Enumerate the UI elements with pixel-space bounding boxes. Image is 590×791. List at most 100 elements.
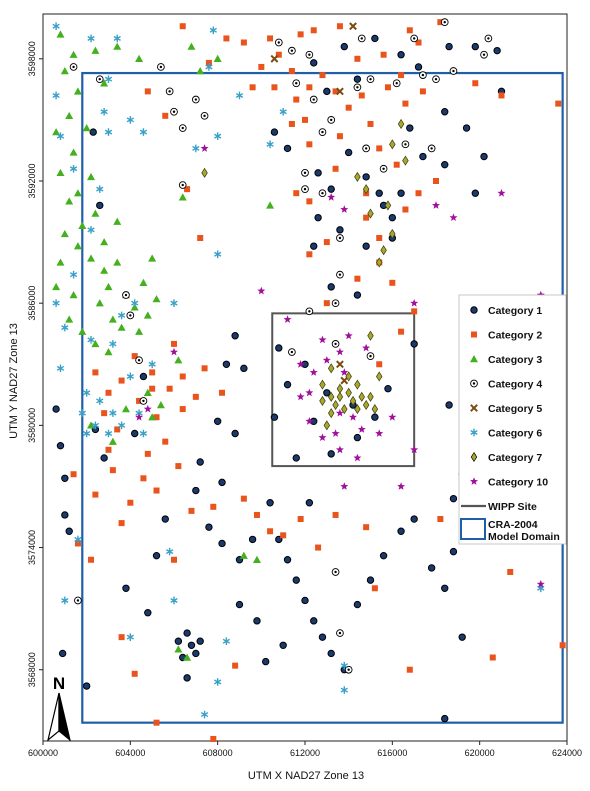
point-category-10 bbox=[318, 335, 327, 344]
point-category-3 bbox=[213, 54, 222, 63]
point-category-3 bbox=[152, 295, 161, 303]
point-category-5 bbox=[336, 360, 344, 369]
point-category-3 bbox=[135, 54, 144, 63]
point-category-3 bbox=[100, 266, 109, 274]
point-category-3 bbox=[183, 653, 192, 661]
point-category-2 bbox=[415, 39, 422, 46]
point-category-2 bbox=[205, 59, 212, 66]
point-category-4-center bbox=[382, 167, 385, 170]
point-category-3 bbox=[143, 388, 152, 396]
point-category-2 bbox=[419, 88, 426, 95]
point-category-4 bbox=[449, 67, 458, 75]
point-category-2 bbox=[140, 475, 147, 482]
point-category-2 bbox=[367, 120, 374, 127]
point-category-1 bbox=[231, 332, 239, 340]
point-category-3 bbox=[56, 30, 65, 38]
series-category-3 bbox=[52, 30, 275, 661]
legend-marker-category-2 bbox=[471, 331, 477, 338]
point-category-4-center bbox=[443, 20, 446, 24]
point-category-2 bbox=[406, 666, 413, 673]
point-category-4 bbox=[480, 50, 488, 59]
point-category-4-center bbox=[203, 114, 206, 118]
legend-label-category-5: Category 5 bbox=[488, 403, 542, 415]
point-category-4-center bbox=[159, 65, 163, 69]
point-category-3 bbox=[187, 42, 196, 50]
point-category-1 bbox=[292, 454, 300, 462]
point-category-1 bbox=[336, 226, 344, 234]
point-category-2 bbox=[306, 84, 313, 91]
point-category-7 bbox=[402, 155, 409, 166]
point-category-6 bbox=[170, 596, 178, 605]
point-category-1 bbox=[314, 213, 322, 222]
point-category-10 bbox=[170, 347, 178, 356]
point-category-1 bbox=[397, 527, 405, 535]
point-category-6 bbox=[104, 128, 113, 136]
point-category-2 bbox=[162, 112, 169, 119]
point-category-4 bbox=[157, 63, 165, 71]
point-category-10 bbox=[327, 193, 336, 201]
x-tick-label: 620000 bbox=[465, 748, 495, 758]
point-category-4 bbox=[165, 87, 174, 96]
point-category-1 bbox=[96, 201, 104, 210]
point-category-2 bbox=[240, 39, 247, 46]
point-category-7 bbox=[341, 404, 348, 415]
point-category-7 bbox=[362, 399, 370, 411]
point-category-4-center bbox=[364, 147, 368, 150]
point-category-6 bbox=[214, 132, 222, 140]
region-wipp-site bbox=[271, 312, 416, 468]
legend-sample-model-domain bbox=[460, 518, 486, 540]
point-category-7 bbox=[397, 118, 405, 130]
point-category-7 bbox=[376, 257, 383, 268]
point-category-6 bbox=[100, 107, 108, 116]
point-category-1 bbox=[218, 478, 226, 487]
point-category-1 bbox=[270, 413, 279, 421]
point-category-2 bbox=[149, 369, 156, 376]
point-category-4 bbox=[200, 111, 209, 120]
point-category-7 bbox=[354, 379, 361, 390]
point-category-7 bbox=[362, 184, 370, 195]
point-category-7 bbox=[323, 420, 331, 431]
point-category-4-center bbox=[330, 118, 333, 122]
point-category-7 bbox=[332, 399, 339, 411]
point-category-2 bbox=[179, 373, 186, 380]
series-category-7 bbox=[201, 118, 409, 431]
point-category-4 bbox=[353, 83, 362, 92]
point-category-10 bbox=[362, 343, 371, 352]
point-category-6 bbox=[52, 22, 60, 31]
point-category-6 bbox=[52, 299, 60, 307]
point-category-2 bbox=[105, 446, 112, 453]
point-category-7 bbox=[319, 379, 326, 390]
point-category-2 bbox=[210, 503, 217, 510]
point-category-4-center bbox=[172, 110, 176, 113]
point-category-2 bbox=[302, 116, 308, 123]
point-category-1 bbox=[248, 535, 257, 544]
point-category-1 bbox=[65, 527, 73, 535]
point-category-4-center bbox=[369, 77, 372, 81]
point-category-3 bbox=[252, 555, 261, 563]
point-category-2 bbox=[555, 100, 562, 107]
x-tick-label: 600000 bbox=[28, 748, 58, 758]
point-category-6 bbox=[205, 63, 213, 71]
point-category-1 bbox=[52, 405, 60, 413]
point-category-4-center bbox=[168, 90, 171, 93]
point-category-2 bbox=[402, 100, 409, 107]
point-category-3 bbox=[95, 299, 104, 307]
legend-marker-category-5 bbox=[470, 404, 478, 412]
point-category-4 bbox=[288, 46, 296, 55]
point-category-6 bbox=[56, 132, 65, 140]
point-category-1 bbox=[122, 584, 130, 592]
point-category-6 bbox=[170, 299, 178, 307]
y-tick-label: 3592000 bbox=[27, 163, 37, 198]
point-category-10 bbox=[331, 429, 340, 437]
point-category-10 bbox=[305, 417, 314, 425]
point-category-1 bbox=[283, 380, 292, 389]
legend-label-category-3: Category 3 bbox=[488, 354, 542, 366]
point-category-2 bbox=[149, 385, 156, 392]
point-category-3 bbox=[78, 327, 87, 335]
point-category-1 bbox=[471, 42, 479, 51]
point-category-10 bbox=[135, 413, 144, 421]
point-category-1 bbox=[449, 494, 458, 503]
point-category-2 bbox=[188, 507, 195, 514]
point-category-1 bbox=[283, 144, 292, 153]
point-category-1 bbox=[61, 474, 69, 483]
